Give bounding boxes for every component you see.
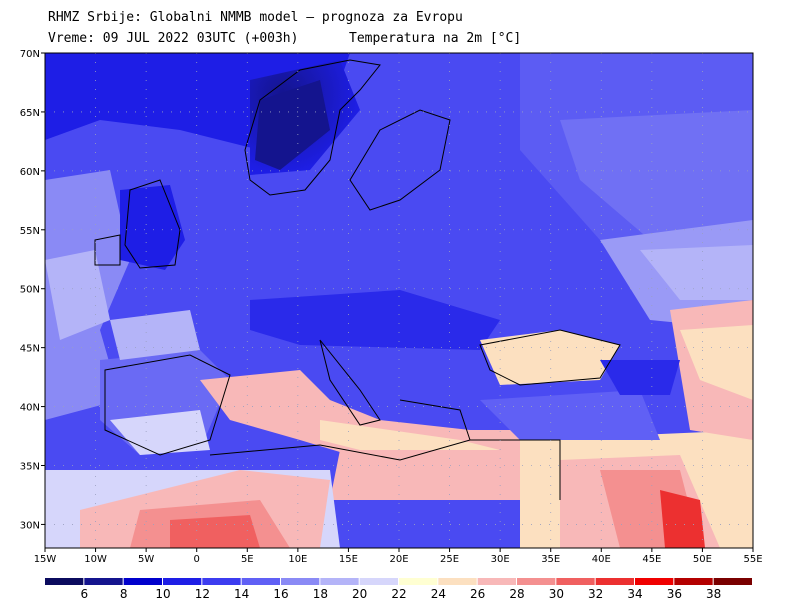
colorbar-label: 12 <box>195 587 210 600</box>
colorbar-swatch <box>320 578 359 585</box>
lat-tick-label: 70N <box>20 49 40 60</box>
colorbar-swatch <box>84 578 123 585</box>
latitude-ticks: 30N 35N 40N 45N 50N 55N 60N 65N 70N <box>20 49 45 531</box>
lon-tick-label: 30E <box>491 554 510 565</box>
colorbar-label: 34 <box>627 587 642 600</box>
lon-tick-label: 40E <box>592 554 611 565</box>
lon-tick-label: 20E <box>389 554 408 565</box>
colorbar-swatch <box>517 578 556 585</box>
colorbar-label: 14 <box>234 587 249 600</box>
colorbar-label: 20 <box>352 587 367 600</box>
lon-tick-label: 15W <box>34 554 57 565</box>
lat-tick-label: 40N <box>20 403 40 414</box>
colorbar-swatch <box>595 578 634 585</box>
valid-time: Vreme: 09 JUL 2022 03UTC (+003h) <box>48 31 299 46</box>
lat-tick-label: 45N <box>20 344 40 355</box>
colorbar-swatch <box>359 578 398 585</box>
colorbar-label: 16 <box>273 587 288 600</box>
colorbar-swatch <box>45 578 84 585</box>
colorbar-label: 32 <box>588 587 603 600</box>
longitude-ticks: 15W 10W 5W 0 5E 10E 15E 20E 25E 30E 35E 40E 45E 50E 55… <box>34 548 763 565</box>
colorbar-label: 6 <box>81 587 89 600</box>
colorbar-label: 10 <box>155 587 170 600</box>
colorbar-swatch <box>477 578 516 585</box>
temperature-field <box>45 53 753 548</box>
colorbar-label: 38 <box>706 587 721 600</box>
lon-tick-label: 5E <box>241 554 254 565</box>
colorbar-swatch <box>713 578 752 585</box>
colorbar-swatch <box>123 578 162 585</box>
lon-tick-label: 35E <box>541 554 560 565</box>
colorbar-swatch <box>438 578 477 585</box>
colorbar-swatch <box>399 578 438 585</box>
colorbar-label: 30 <box>549 587 564 600</box>
parameter-label: Temperatura na 2m [°C] <box>349 31 522 46</box>
colorbar-swatch <box>163 578 202 585</box>
lon-tick-label: 0 <box>194 554 200 565</box>
lon-tick-label: 15E <box>339 554 358 565</box>
colorbar-label: 26 <box>470 587 485 600</box>
chart-title: RHMZ Srbije: Globalni NMMB model — progn… <box>48 10 463 25</box>
colorbar-label: 24 <box>431 587 446 600</box>
lat-tick-label: 65N <box>20 108 40 119</box>
colorbar-swatch <box>241 578 280 585</box>
lat-tick-label: 50N <box>20 285 40 296</box>
lat-tick-label: 35N <box>20 462 40 473</box>
lon-tick-label: 5W <box>138 554 154 565</box>
colorbar-label: 28 <box>509 587 524 600</box>
colorbar-swatch <box>674 578 713 585</box>
colorbar-swatch <box>556 578 595 585</box>
colorbar-swatch <box>635 578 674 585</box>
colorbar-label: 18 <box>313 587 328 600</box>
lat-tick-label: 60N <box>20 167 40 178</box>
colorbar-swatch <box>281 578 320 585</box>
lat-tick-label: 30N <box>20 520 40 531</box>
lon-tick-label: 50E <box>693 554 712 565</box>
colorbar-label: 36 <box>667 587 682 600</box>
colorbar-label: 8 <box>120 587 128 600</box>
coastlines <box>94 59 621 500</box>
lon-tick-label: 10E <box>288 554 307 565</box>
lat-tick-label: 55N <box>20 226 40 237</box>
lon-tick-label: 25E <box>440 554 459 565</box>
lon-tick-label: 55E <box>743 554 762 565</box>
colorbar-swatch <box>202 578 241 585</box>
colorbar-label: 22 <box>391 587 406 600</box>
lon-tick-label: 10W <box>84 554 107 565</box>
lon-tick-label: 45E <box>642 554 661 565</box>
